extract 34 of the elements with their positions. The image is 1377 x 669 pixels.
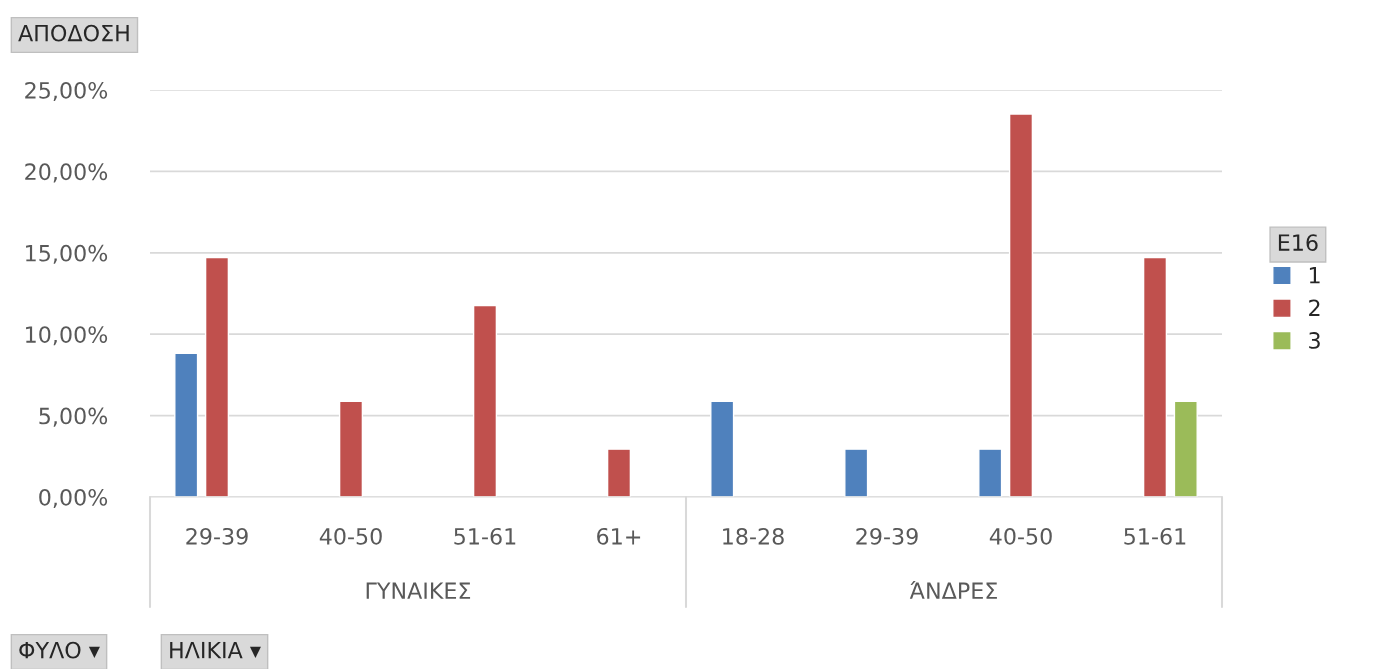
y-tick-label: 15,00%: [26, 244, 108, 264]
x-tick-label: 29-39: [186, 527, 248, 545]
y-tick-label: 10,00%: [26, 326, 108, 346]
legend-title: E16: [1278, 234, 1318, 252]
bar: [1173, 400, 1198, 497]
x-tick-label: 18-28: [723, 527, 784, 545]
y-tick-label: 5,00%: [39, 407, 108, 427]
legend-label: 2: [1309, 299, 1320, 316]
text: ΦΥΛΟ ▾: [19, 641, 100, 659]
bar: [174, 352, 199, 497]
bar: [338, 400, 364, 497]
y-tick-label: 0,00%: [39, 488, 108, 509]
bar: [978, 448, 1003, 497]
legend-label: 1: [1309, 267, 1320, 284]
text: ΗΛΙΚΙΑ ▾: [170, 641, 261, 659]
bar: [1142, 256, 1168, 497]
x-tick-label: 29-39: [856, 527, 918, 545]
text: ΓΥΝΑΙΚΕΣ: [366, 582, 471, 599]
legend-label: 3: [1309, 332, 1320, 349]
chart-title: ΑΠΟΔΟΣΗ: [18, 24, 129, 42]
x-tick-label: 51-61: [454, 527, 516, 545]
x-tick-label: 51-61: [1124, 527, 1186, 545]
bar: [1008, 113, 1034, 497]
x-tick-label: 40-50: [319, 527, 382, 545]
bar: [606, 448, 632, 497]
x-tick-label: 40-50: [989, 527, 1052, 545]
bar: [710, 400, 735, 497]
text: ΆΝΔΡΕΣ: [909, 581, 997, 599]
bar: [204, 256, 230, 497]
x-tick-label: 61+: [597, 527, 641, 545]
y-tick-label: 20,00%: [25, 163, 108, 183]
bar: [844, 448, 869, 497]
bar: [472, 304, 498, 497]
y-tick-label: 25,00%: [25, 81, 108, 102]
